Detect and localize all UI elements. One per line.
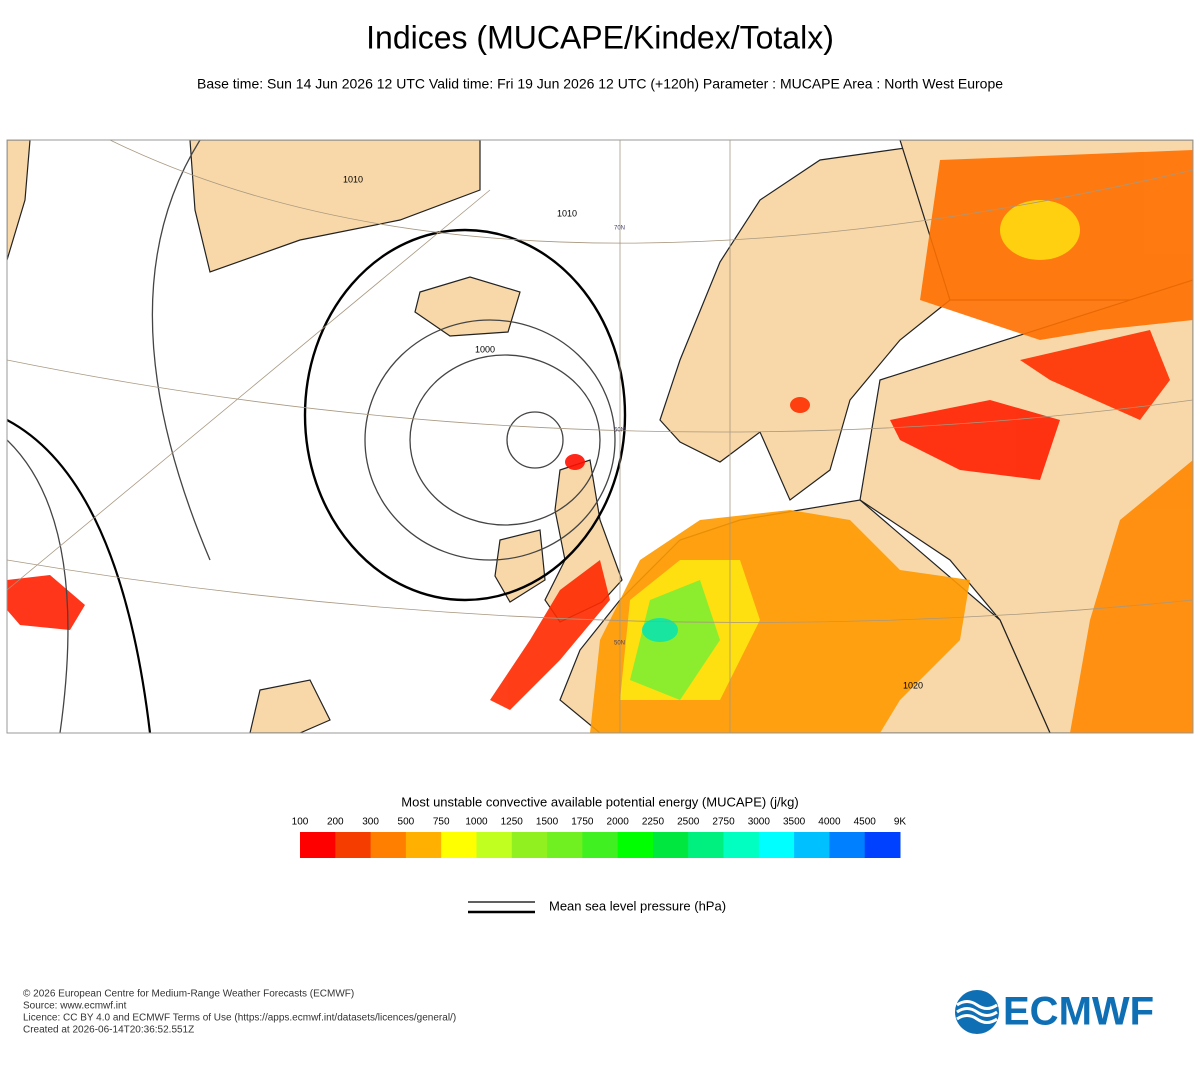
colorbar-label: 2500 <box>677 817 700 828</box>
colorbar-label: 9K <box>894 817 907 828</box>
subtitle: Base time: Sun 14 Jun 2026 12 UTC Valid … <box>197 76 1003 92</box>
colorbar-box <box>547 832 583 858</box>
colorbar-box <box>652 832 689 858</box>
colorbar: 100 200 300 500 750 1000 1250 1500 1750 2000 2250 2… <box>292 817 907 858</box>
map-frame <box>6 139 1194 734</box>
colorbar-box <box>758 832 795 858</box>
colorbar-label: 4000 <box>818 817 841 828</box>
colorbar-label: 3000 <box>748 817 771 828</box>
logo: ECMWF <box>955 990 1154 1034</box>
colorbar-label: 500 <box>398 817 415 828</box>
colorbar-box <box>405 832 442 858</box>
colorbar-label: 750 <box>433 817 450 828</box>
contour-label: 1020 <box>903 680 923 690</box>
colorbar-label: 1000 <box>465 817 488 828</box>
colorbar-box <box>688 832 725 858</box>
colorbar-title: Most unstable convective available poten… <box>401 794 798 809</box>
colorbar-box <box>370 832 407 858</box>
title: Indices (MUCAPE/Kindex/Totalx) <box>366 19 834 55</box>
latitude-label: 60N <box>614 428 625 434</box>
map: 1010 1010 1000 1020 70N 60N 50N <box>7 140 1193 733</box>
colorbar-label: 2250 <box>642 817 665 828</box>
colorbar-label: 4500 <box>854 817 877 828</box>
colorbar-box <box>300 832 336 858</box>
colorbar-label: 1750 <box>571 817 594 828</box>
footer-line: Created at 2026-06-14T20:36:52.551Z <box>23 1025 194 1036</box>
colorbar-label: 200 <box>327 817 344 828</box>
contour-label: 1010 <box>557 208 577 218</box>
colorbar-box <box>794 832 830 858</box>
colorbar-box <box>511 832 548 858</box>
footer-line: Licence: CC BY 4.0 and ECMWF Terms of Us… <box>23 1013 456 1024</box>
colorbar-label: 2750 <box>712 817 735 828</box>
logo-text: ECMWF <box>1003 990 1154 1034</box>
colorbar-label: 2000 <box>607 817 630 828</box>
colorbar-box <box>582 832 619 858</box>
legend-label: Mean sea level pressure (hPa) <box>549 898 726 913</box>
colorbar-box <box>723 832 760 858</box>
colorbar-label: 3500 <box>783 817 806 828</box>
footer-line: Source: www.ecmwf.int <box>23 1001 127 1012</box>
latitude-label: 50N <box>614 641 625 647</box>
colorbar-box <box>829 832 866 858</box>
colorbar-label: 1250 <box>501 817 524 828</box>
colorbar-box <box>476 832 513 858</box>
colorbar-label: 300 <box>362 817 379 828</box>
colorbar-box <box>441 832 477 858</box>
colorbar-box <box>617 832 654 858</box>
colorbar-box <box>335 832 372 858</box>
colorbar-box <box>864 832 901 858</box>
contour-label: 1010 <box>343 174 363 184</box>
footer-line: © 2026 European Centre for Medium-Range … <box>23 989 354 1000</box>
colorbar-label: 1500 <box>536 817 559 828</box>
colorbar-label: 100 <box>292 817 309 828</box>
latitude-label: 70N <box>614 226 625 232</box>
contour-label: 1000 <box>475 344 495 354</box>
